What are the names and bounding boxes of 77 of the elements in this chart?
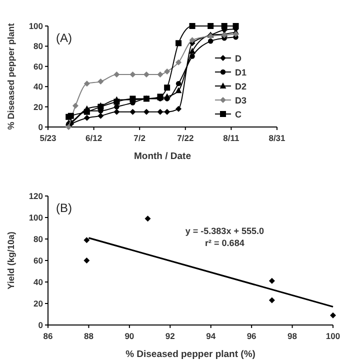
x-tick-label: 8/31 [268,133,286,143]
x-tick-label: 7/22 [177,133,194,143]
point [98,78,104,85]
y-tick-label: 40 [34,277,44,287]
point [164,108,170,115]
point [176,59,182,66]
point [176,40,182,46]
point [164,84,170,91]
y-tick-label: 60 [34,61,44,72]
point [268,297,275,304]
y-tick-label: 120 [28,191,44,201]
legend-label: C [235,110,242,120]
x-tick-label: 96 [246,331,257,341]
point [84,114,90,121]
point [232,23,239,29]
point [114,108,120,115]
point [130,108,136,115]
point [66,124,72,130]
chart-title: (B) [56,201,72,215]
point [189,48,196,54]
point [189,23,196,29]
y-tick-label: 80 [34,234,44,244]
x-tick-label: 86 [43,331,53,341]
y-tick-label: 60 [34,256,44,266]
y-tick-label: 100 [28,212,44,222]
point [175,87,182,94]
x-tick-label: 5/23 [40,133,57,143]
point [221,23,228,29]
x-axis-title: Month / Date [134,151,191,162]
point [130,71,136,78]
x-tick-label: 92 [165,331,176,341]
y-tick-label: 0 [38,122,44,132]
text: (A) [56,31,72,45]
x-tick-label: 94 [206,331,216,341]
y-tick-label: 40 [34,82,44,92]
point [330,312,336,318]
legend-label: D1 [235,68,247,78]
x-axis-title: % Diseased pepper plant (%) [126,349,256,360]
x-tick-label: 6/12 [86,133,102,143]
x-tick-label: 90 [124,331,134,341]
point [208,38,214,44]
x-tick-label: 100 [326,331,340,341]
point [72,102,78,109]
point [84,258,90,264]
point [114,71,120,78]
y-tick-label: 20 [34,298,44,308]
point [157,108,164,115]
y-tick-label: 20 [34,102,44,112]
x-tick-label: 8/11 [223,133,240,143]
point [176,80,182,86]
y-tick-label: 100 [28,21,44,31]
point [164,68,170,74]
point [84,80,90,87]
y-tick-label: 80 [34,41,44,52]
point [144,216,151,222]
annotation: r² = 0.684 [205,238,244,248]
point [143,108,150,115]
x-tick-label: 7/2 [134,133,146,143]
point [176,106,182,112]
point [157,71,164,78]
point [189,37,196,44]
annotation: y = -5.383x + 555.0 [185,226,264,236]
x-tick-label: 98 [288,331,298,341]
point [232,31,239,38]
point [268,278,275,284]
legend-label: D [235,54,242,64]
point [208,23,214,29]
y-axis-title: % Diseased pepper plant [6,23,16,130]
y-axis-title: Yield (kg/10a) [6,232,16,290]
legend-label: D2 [235,82,247,92]
x-tick-label: 88 [84,331,94,341]
y-tick-label: 0 [38,320,44,330]
point [164,93,170,100]
point [114,98,120,105]
legend-label: D3 [235,96,247,106]
point [98,112,104,119]
point [84,237,90,244]
